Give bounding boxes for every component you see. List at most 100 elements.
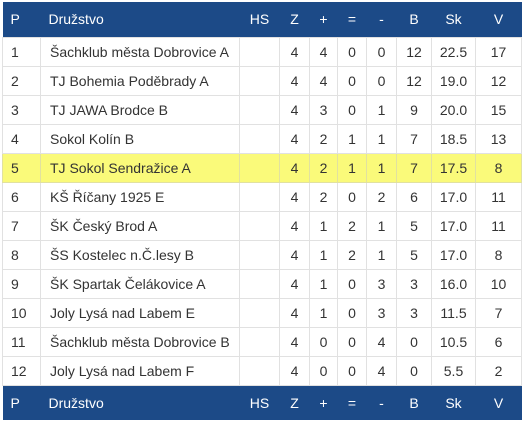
cell-losses: 2 <box>366 181 397 212</box>
footer-row: P Družstvo HS Z + = - B Sk V <box>2 385 522 420</box>
cell-hs <box>239 65 280 96</box>
cell-wins: 1 <box>309 210 338 241</box>
header-tiebreak: V <box>493 11 504 28</box>
cell-wins: 0 <box>309 355 338 386</box>
cell-score: 18.5 <box>431 123 476 154</box>
cell-draws: 1 <box>337 152 367 183</box>
cell-position: 10 <box>2 297 41 328</box>
cell-team: TJ JAWA Brodce B <box>40 94 240 125</box>
cell-draws: 0 <box>337 268 367 299</box>
cell-wins: 2 <box>309 152 338 183</box>
table-body: 1 Šachklub města Dobrovice A 4 4 0 0 12 22.5 17 2… <box>2 36 522 386</box>
table-row: 3 TJ JAWA Brodce B 4 3 0 1 9 20.0 15 <box>2 94 522 125</box>
cell-tiebreak: 8 <box>475 239 522 270</box>
cell-hs <box>239 152 280 183</box>
cell-losses: 1 <box>366 94 397 125</box>
footer-hs: HS <box>249 394 270 411</box>
footer-games: Z <box>290 394 299 411</box>
cell-tiebreak: 17 <box>475 36 522 67</box>
cell-score: 17.0 <box>431 239 476 270</box>
cell-hs <box>239 123 280 154</box>
cell-position: 7 <box>2 210 41 241</box>
cell-losses: 4 <box>366 326 397 357</box>
cell-tiebreak: 11 <box>475 181 522 212</box>
cell-position: 8 <box>2 239 41 270</box>
cell-wins: 1 <box>309 268 338 299</box>
cell-losses: 1 <box>366 210 397 241</box>
header-points: B <box>409 11 419 28</box>
cell-points: 7 <box>396 123 432 154</box>
cell-score: 17.0 <box>431 210 476 241</box>
cell-games: 4 <box>279 210 310 241</box>
header-team: Družstvo <box>48 11 104 28</box>
cell-team: ŠS Kostelec n.Č.lesy B <box>40 239 240 270</box>
cell-team: Šachklub města Dobrovice A <box>40 36 240 67</box>
cell-hs <box>239 94 280 125</box>
cell-draws: 2 <box>337 239 367 270</box>
cell-team: ŠK Spartak Čelákovice A <box>40 268 240 299</box>
cell-wins: 1 <box>309 297 338 328</box>
cell-games: 4 <box>279 94 310 125</box>
cell-points: 12 <box>396 65 432 96</box>
cell-games: 4 <box>279 268 310 299</box>
cell-score: 17.5 <box>431 152 476 183</box>
cell-tiebreak: 12 <box>475 65 522 96</box>
cell-hs <box>239 268 280 299</box>
cell-losses: 4 <box>366 355 397 386</box>
cell-points: 5 <box>396 210 432 241</box>
table-header: P Družstvo HS Z + = - B Sk V <box>2 2 522 37</box>
cell-points: 5 <box>396 239 432 270</box>
cell-games: 4 <box>279 152 310 183</box>
cell-games: 4 <box>279 239 310 270</box>
header-position: P <box>10 11 20 28</box>
cell-position: 2 <box>2 65 41 96</box>
cell-tiebreak: 2 <box>475 355 522 386</box>
cell-losses: 1 <box>366 152 397 183</box>
cell-points: 0 <box>396 355 432 386</box>
header-hs: HS <box>249 11 270 28</box>
cell-hs <box>239 210 280 241</box>
cell-position: 4 <box>2 123 41 154</box>
cell-score: 16.0 <box>431 268 476 299</box>
header-draws: = <box>347 11 357 28</box>
table-row: 5 TJ Sokol Sendražice A 4 2 1 1 7 17.5 8 <box>2 152 522 183</box>
cell-draws: 0 <box>337 65 367 96</box>
cell-points: 3 <box>396 268 432 299</box>
cell-tiebreak: 6 <box>475 326 522 357</box>
footer-position: P <box>10 394 20 411</box>
cell-wins: 2 <box>309 181 338 212</box>
cell-team: ŠK Český Brod A <box>40 210 240 241</box>
table-row: 6 KŠ Říčany 1925 E 4 2 0 2 6 17.0 11 <box>2 181 522 212</box>
table-footer: P Družstvo HS Z + = - B Sk V <box>2 385 522 420</box>
cell-draws: 1 <box>337 123 367 154</box>
cell-position: 12 <box>2 355 41 386</box>
cell-position: 11 <box>2 326 41 357</box>
cell-team: Sokol Kolín B <box>40 123 240 154</box>
cell-draws: 0 <box>337 326 367 357</box>
cell-draws: 0 <box>337 36 367 67</box>
table-row: 8 ŠS Kostelec n.Č.lesy B 4 1 2 1 5 17.0 8 <box>2 239 522 270</box>
cell-position: 5 <box>2 152 41 183</box>
cell-points: 7 <box>396 152 432 183</box>
cell-draws: 2 <box>337 210 367 241</box>
cell-losses: 3 <box>366 268 397 299</box>
footer-team: Družstvo <box>48 394 104 411</box>
footer-score: Sk <box>445 394 462 411</box>
cell-draws: 0 <box>337 181 367 212</box>
cell-score: 5.5 <box>431 355 476 386</box>
cell-team: Joly Lysá nad Labem E <box>40 297 240 328</box>
cell-games: 4 <box>279 36 310 67</box>
cell-losses: 0 <box>366 65 397 96</box>
cell-points: 6 <box>396 181 432 212</box>
cell-score: 19.0 <box>431 65 476 96</box>
cell-games: 4 <box>279 181 310 212</box>
cell-team: TJ Sokol Sendražice A <box>40 152 240 183</box>
cell-losses: 1 <box>366 239 397 270</box>
cell-team: Joly Lysá nad Labem F <box>40 355 240 386</box>
cell-position: 9 <box>2 268 41 299</box>
header-games: Z <box>290 11 299 28</box>
cell-losses: 0 <box>366 36 397 67</box>
cell-hs <box>239 297 280 328</box>
cell-points: 0 <box>396 326 432 357</box>
